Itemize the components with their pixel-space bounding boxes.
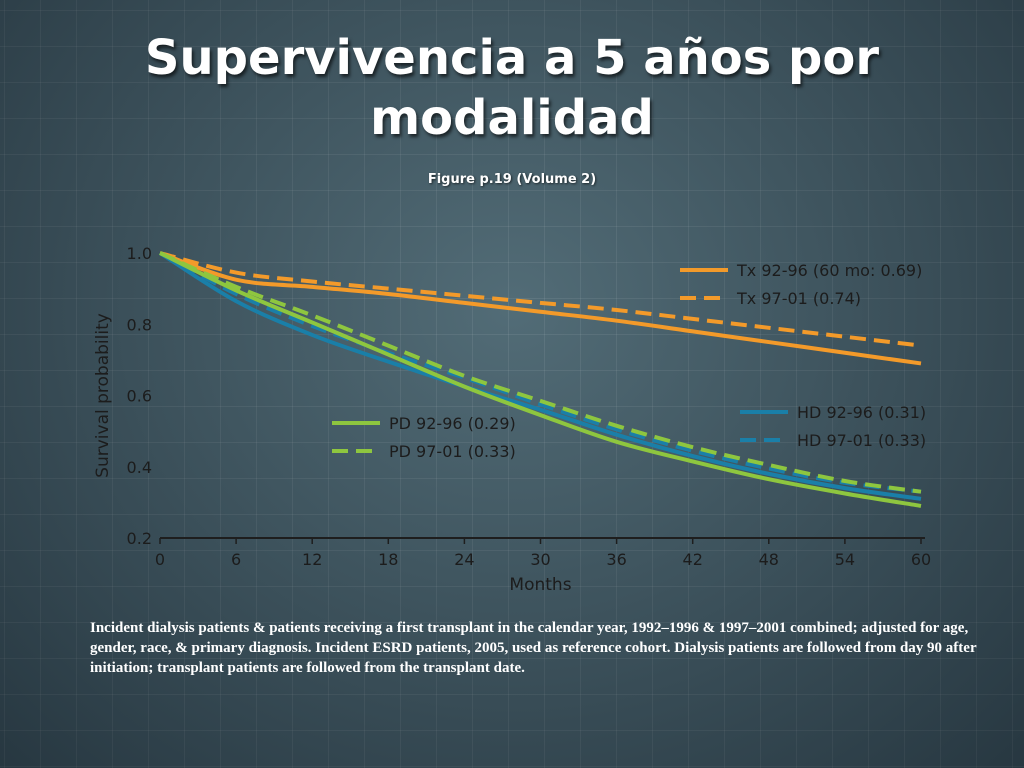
x-tick-label: 24	[454, 550, 474, 569]
slide-subtitle: Figure p.19 (Volume 2)	[427, 172, 597, 187]
y-tick-label: 0.2	[127, 529, 152, 548]
x-tick-label: 42	[683, 550, 703, 569]
series-line-4	[159, 251, 922, 508]
y-tick-label: 0.6	[127, 387, 152, 406]
legend-label-4: PD 92-96 (0.29)	[389, 414, 516, 433]
legend-label-3: HD 97-01 (0.33)	[797, 431, 926, 450]
y-tick-label: 0.4	[127, 458, 152, 477]
y-tick-label: 0.8	[127, 315, 152, 334]
x-tick-label: 12	[302, 550, 322, 569]
x-tick-label: 36	[606, 550, 626, 569]
y-tick-label: 1.0	[127, 244, 152, 263]
series-line-5	[159, 251, 922, 494]
chart-axes: 1.0 0.8 0.6 0.4 0.20 6 12 18 24 30 36 42 48 54 60 Month…	[93, 244, 931, 595]
slide-title: Supervivencia a 5 años por modalidad	[144, 30, 880, 146]
y-axis-title: Survival probability	[93, 313, 113, 478]
x-tick-label: 48	[759, 550, 779, 569]
chart-legend: Tx 92-96 (60 mo: 0.69) Tx 97-01 (0.74) HD …	[332, 261, 926, 461]
x-tick-label: 60	[911, 550, 931, 569]
legend-label-0: Tx 92-96 (60 mo: 0.69)	[736, 261, 922, 280]
x-tick-label: 30	[530, 550, 550, 569]
legend-label-2: HD 92-96 (0.31)	[797, 403, 926, 422]
chart-caption: Incident dialysis patients & patients re…	[90, 620, 977, 676]
x-tick-label: 6	[231, 550, 241, 569]
legend-label-1: Tx 97-01 (0.74)	[736, 289, 861, 308]
chart-series	[158, 251, 922, 508]
series-line-0	[159, 251, 922, 366]
legend-label-5: PD 97-01 (0.33)	[389, 442, 516, 461]
x-tick-label: 54	[835, 550, 855, 569]
x-tick-label: 18	[378, 550, 398, 569]
x-axis-title: Months	[509, 575, 571, 595]
series-line-3	[159, 251, 922, 494]
series-line-1	[159, 251, 922, 348]
series-line-2	[158, 251, 922, 501]
x-tick-label: 0	[155, 550, 165, 569]
